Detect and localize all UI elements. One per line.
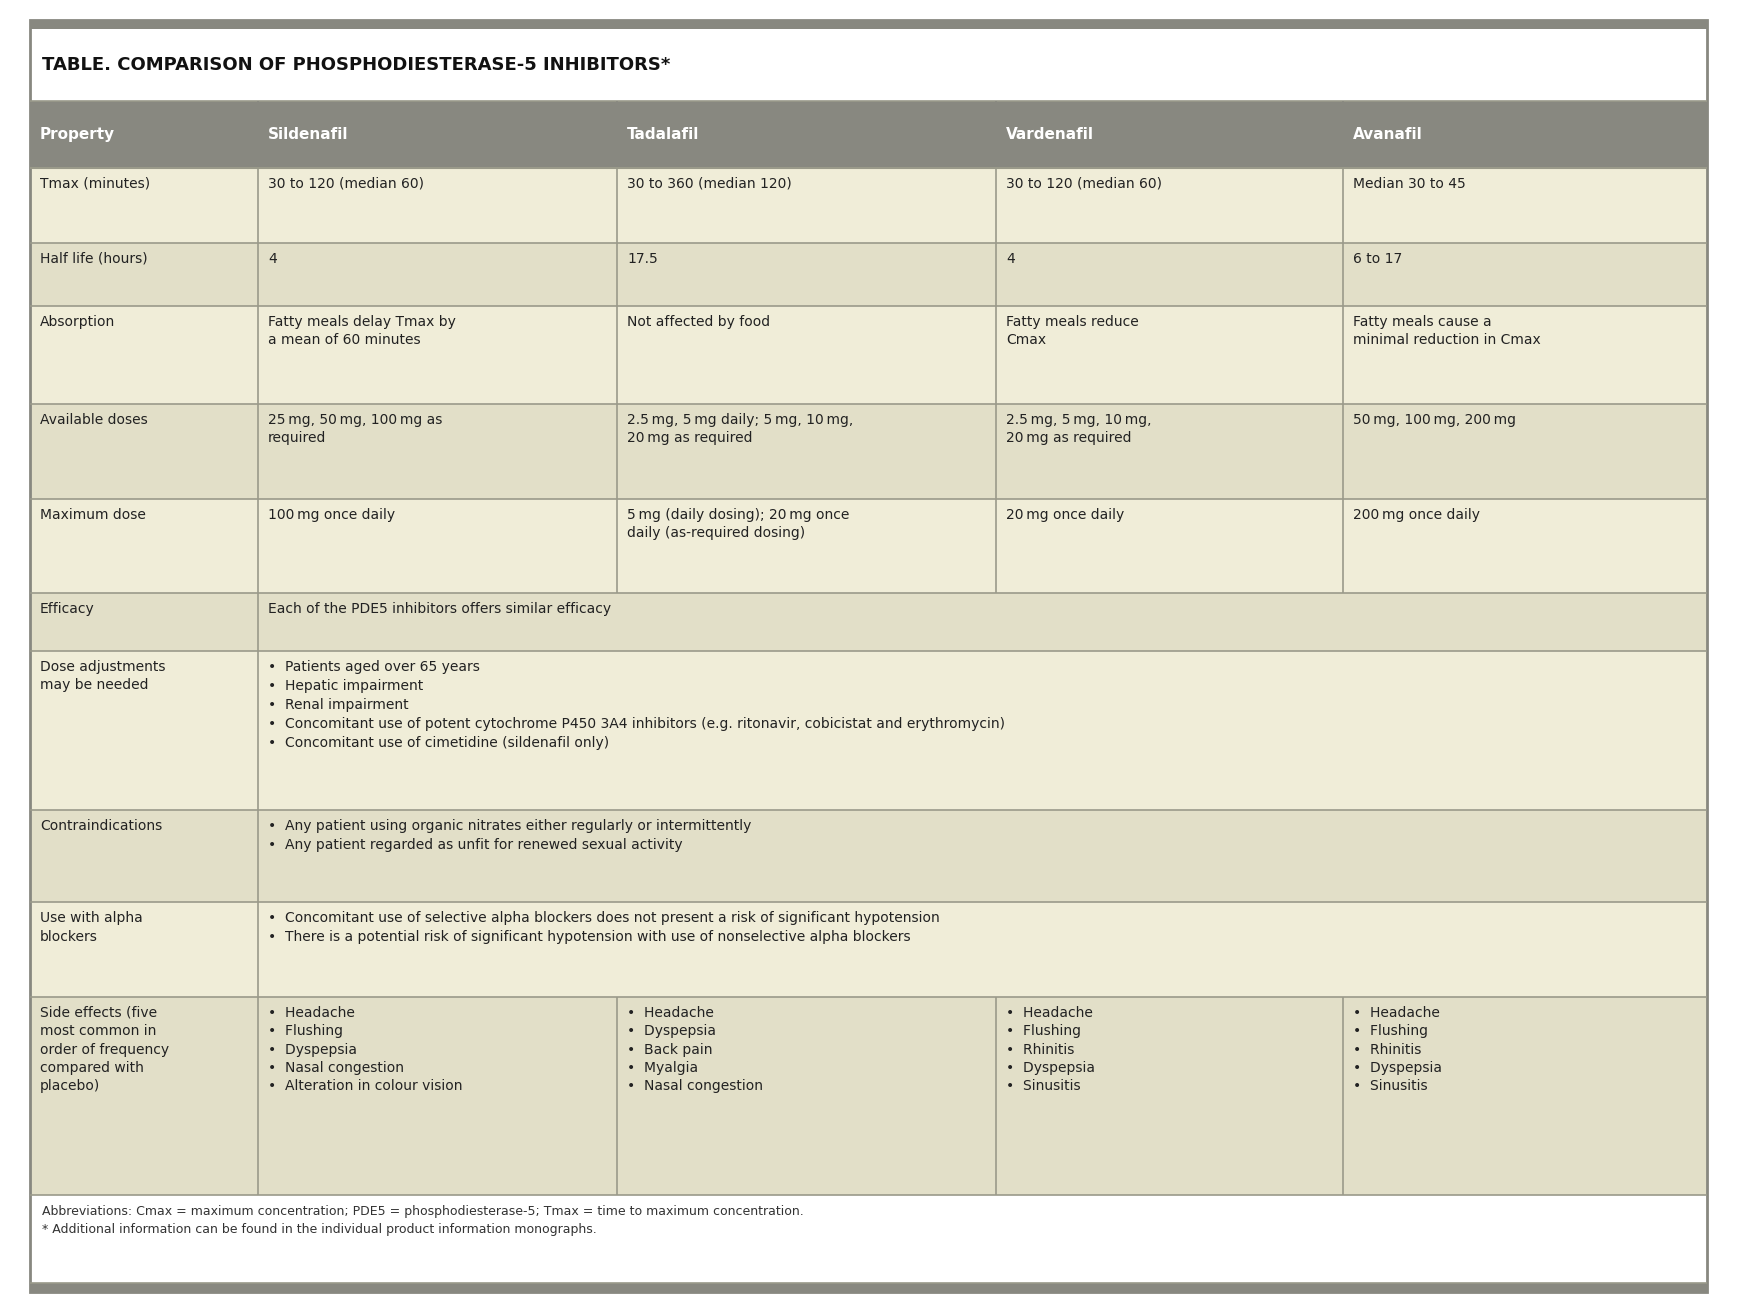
Text: Median 30 to 45: Median 30 to 45 — [1353, 177, 1466, 190]
Text: 100 mg once daily: 100 mg once daily — [267, 508, 396, 522]
Text: •  Headache
•  Flushing
•  Rhinitis
•  Dyspepsia
•  Sinusitis: • Headache • Flushing • Rhinitis • Dyspe… — [1353, 1006, 1442, 1093]
Text: •  Any patient using organic nitrates either regularly or intermittently
•  Any : • Any patient using organic nitrates eit… — [267, 819, 752, 851]
Text: Abbreviations: Cmax = maximum concentration; PDE5 = phosphodiesterase-5; Tmax = : Abbreviations: Cmax = maximum concentrat… — [42, 1206, 804, 1236]
Text: Side effects (five
most common in
order of frequency
compared with
placebo): Side effects (five most common in order … — [40, 1006, 168, 1093]
Text: 30 to 120 (median 60): 30 to 120 (median 60) — [267, 177, 424, 190]
Text: 200 mg once daily: 200 mg once daily — [1353, 508, 1480, 522]
Text: 4: 4 — [1006, 252, 1014, 265]
Bar — [30, 1283, 1707, 1292]
Text: 2.5 mg, 5 mg daily; 5 mg, 10 mg,
20 mg as required: 2.5 mg, 5 mg daily; 5 mg, 10 mg, 20 mg a… — [627, 413, 853, 445]
Bar — [30, 101, 1707, 168]
Bar — [30, 997, 1707, 1195]
Text: Efficacy: Efficacy — [40, 602, 96, 617]
Text: 50 mg, 100 mg, 200 mg: 50 mg, 100 mg, 200 mg — [1353, 413, 1516, 426]
Text: Fatty meals delay Tmax by
a mean of 60 minutes: Fatty meals delay Tmax by a mean of 60 m… — [267, 315, 455, 348]
Bar — [30, 404, 1707, 499]
Text: •  Patients aged over 65 years
•  Hepatic impairment
•  Renal impairment
•  Conc: • Patients aged over 65 years • Hepatic … — [267, 660, 1006, 749]
Text: 30 to 360 (median 120): 30 to 360 (median 120) — [627, 177, 792, 190]
Bar — [30, 1195, 1707, 1283]
Text: •  Headache
•  Flushing
•  Dyspepsia
•  Nasal congestion
•  Alteration in colour: • Headache • Flushing • Dyspepsia • Nasa… — [267, 1006, 462, 1093]
Text: 17.5: 17.5 — [627, 252, 658, 265]
Text: Contraindications: Contraindications — [40, 819, 162, 833]
Text: Use with alpha
blockers: Use with alpha blockers — [40, 912, 142, 943]
Text: Tmax (minutes): Tmax (minutes) — [40, 177, 149, 190]
Bar — [30, 168, 1707, 243]
Text: Fatty meals cause a
minimal reduction in Cmax: Fatty meals cause a minimal reduction in… — [1353, 315, 1541, 348]
Text: Avanafil: Avanafil — [1353, 127, 1423, 142]
Bar — [30, 593, 1707, 651]
Text: 2.5 mg, 5 mg, 10 mg,
20 mg as required: 2.5 mg, 5 mg, 10 mg, 20 mg as required — [1006, 413, 1152, 445]
Text: 25 mg, 50 mg, 100 mg as
required: 25 mg, 50 mg, 100 mg as required — [267, 413, 443, 445]
Bar — [30, 243, 1707, 306]
Text: •  Headache
•  Dyspepsia
•  Back pain
•  Myalgia
•  Nasal congestion: • Headache • Dyspepsia • Back pain • Mya… — [627, 1006, 763, 1093]
Text: Not affected by food: Not affected by food — [627, 315, 769, 329]
Bar — [30, 20, 1707, 29]
Text: Half life (hours): Half life (hours) — [40, 252, 148, 265]
Text: 4: 4 — [267, 252, 276, 265]
Text: Fatty meals reduce
Cmax: Fatty meals reduce Cmax — [1006, 315, 1139, 348]
Text: Sildenafil: Sildenafil — [267, 127, 349, 142]
Bar — [30, 810, 1707, 903]
Text: 30 to 120 (median 60): 30 to 120 (median 60) — [1006, 177, 1162, 190]
Text: Vardenafil: Vardenafil — [1006, 127, 1094, 142]
Text: Property: Property — [40, 127, 115, 142]
Text: Maximum dose: Maximum dose — [40, 508, 146, 522]
Bar — [30, 29, 1707, 101]
Bar — [30, 499, 1707, 593]
Text: •  Concomitant use of selective alpha blockers does not present a risk of signif: • Concomitant use of selective alpha blo… — [267, 912, 940, 945]
Text: Absorption: Absorption — [40, 315, 115, 329]
Bar — [30, 651, 1707, 810]
Text: Each of the PDE5 inhibitors offers similar efficacy: Each of the PDE5 inhibitors offers simil… — [267, 602, 611, 617]
Bar — [30, 903, 1707, 997]
Bar — [30, 306, 1707, 404]
Text: TABLE. COMPARISON OF PHOSPHODIESTERASE-5 INHIBITORS*: TABLE. COMPARISON OF PHOSPHODIESTERASE-5… — [42, 56, 670, 73]
Text: 6 to 17: 6 to 17 — [1353, 252, 1402, 265]
Text: •  Headache
•  Flushing
•  Rhinitis
•  Dyspepsia
•  Sinusitis: • Headache • Flushing • Rhinitis • Dyspe… — [1006, 1006, 1094, 1093]
Text: Tadalafil: Tadalafil — [627, 127, 700, 142]
Text: 5 mg (daily dosing); 20 mg once
daily (as-required dosing): 5 mg (daily dosing); 20 mg once daily (a… — [627, 508, 849, 541]
Text: Dose adjustments
may be needed: Dose adjustments may be needed — [40, 660, 165, 693]
Text: 20 mg once daily: 20 mg once daily — [1006, 508, 1124, 522]
Text: Available doses: Available doses — [40, 413, 148, 426]
